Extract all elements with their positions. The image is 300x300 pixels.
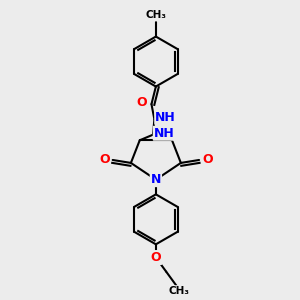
Text: O: O [137,96,147,109]
Text: O: O [202,154,213,166]
Text: O: O [99,154,110,166]
Text: CH₃: CH₃ [146,11,167,20]
Text: CH₃: CH₃ [168,286,189,296]
Text: O: O [151,251,161,264]
Text: NH: NH [155,111,176,124]
Text: NH: NH [154,127,175,140]
Text: N: N [151,173,161,186]
